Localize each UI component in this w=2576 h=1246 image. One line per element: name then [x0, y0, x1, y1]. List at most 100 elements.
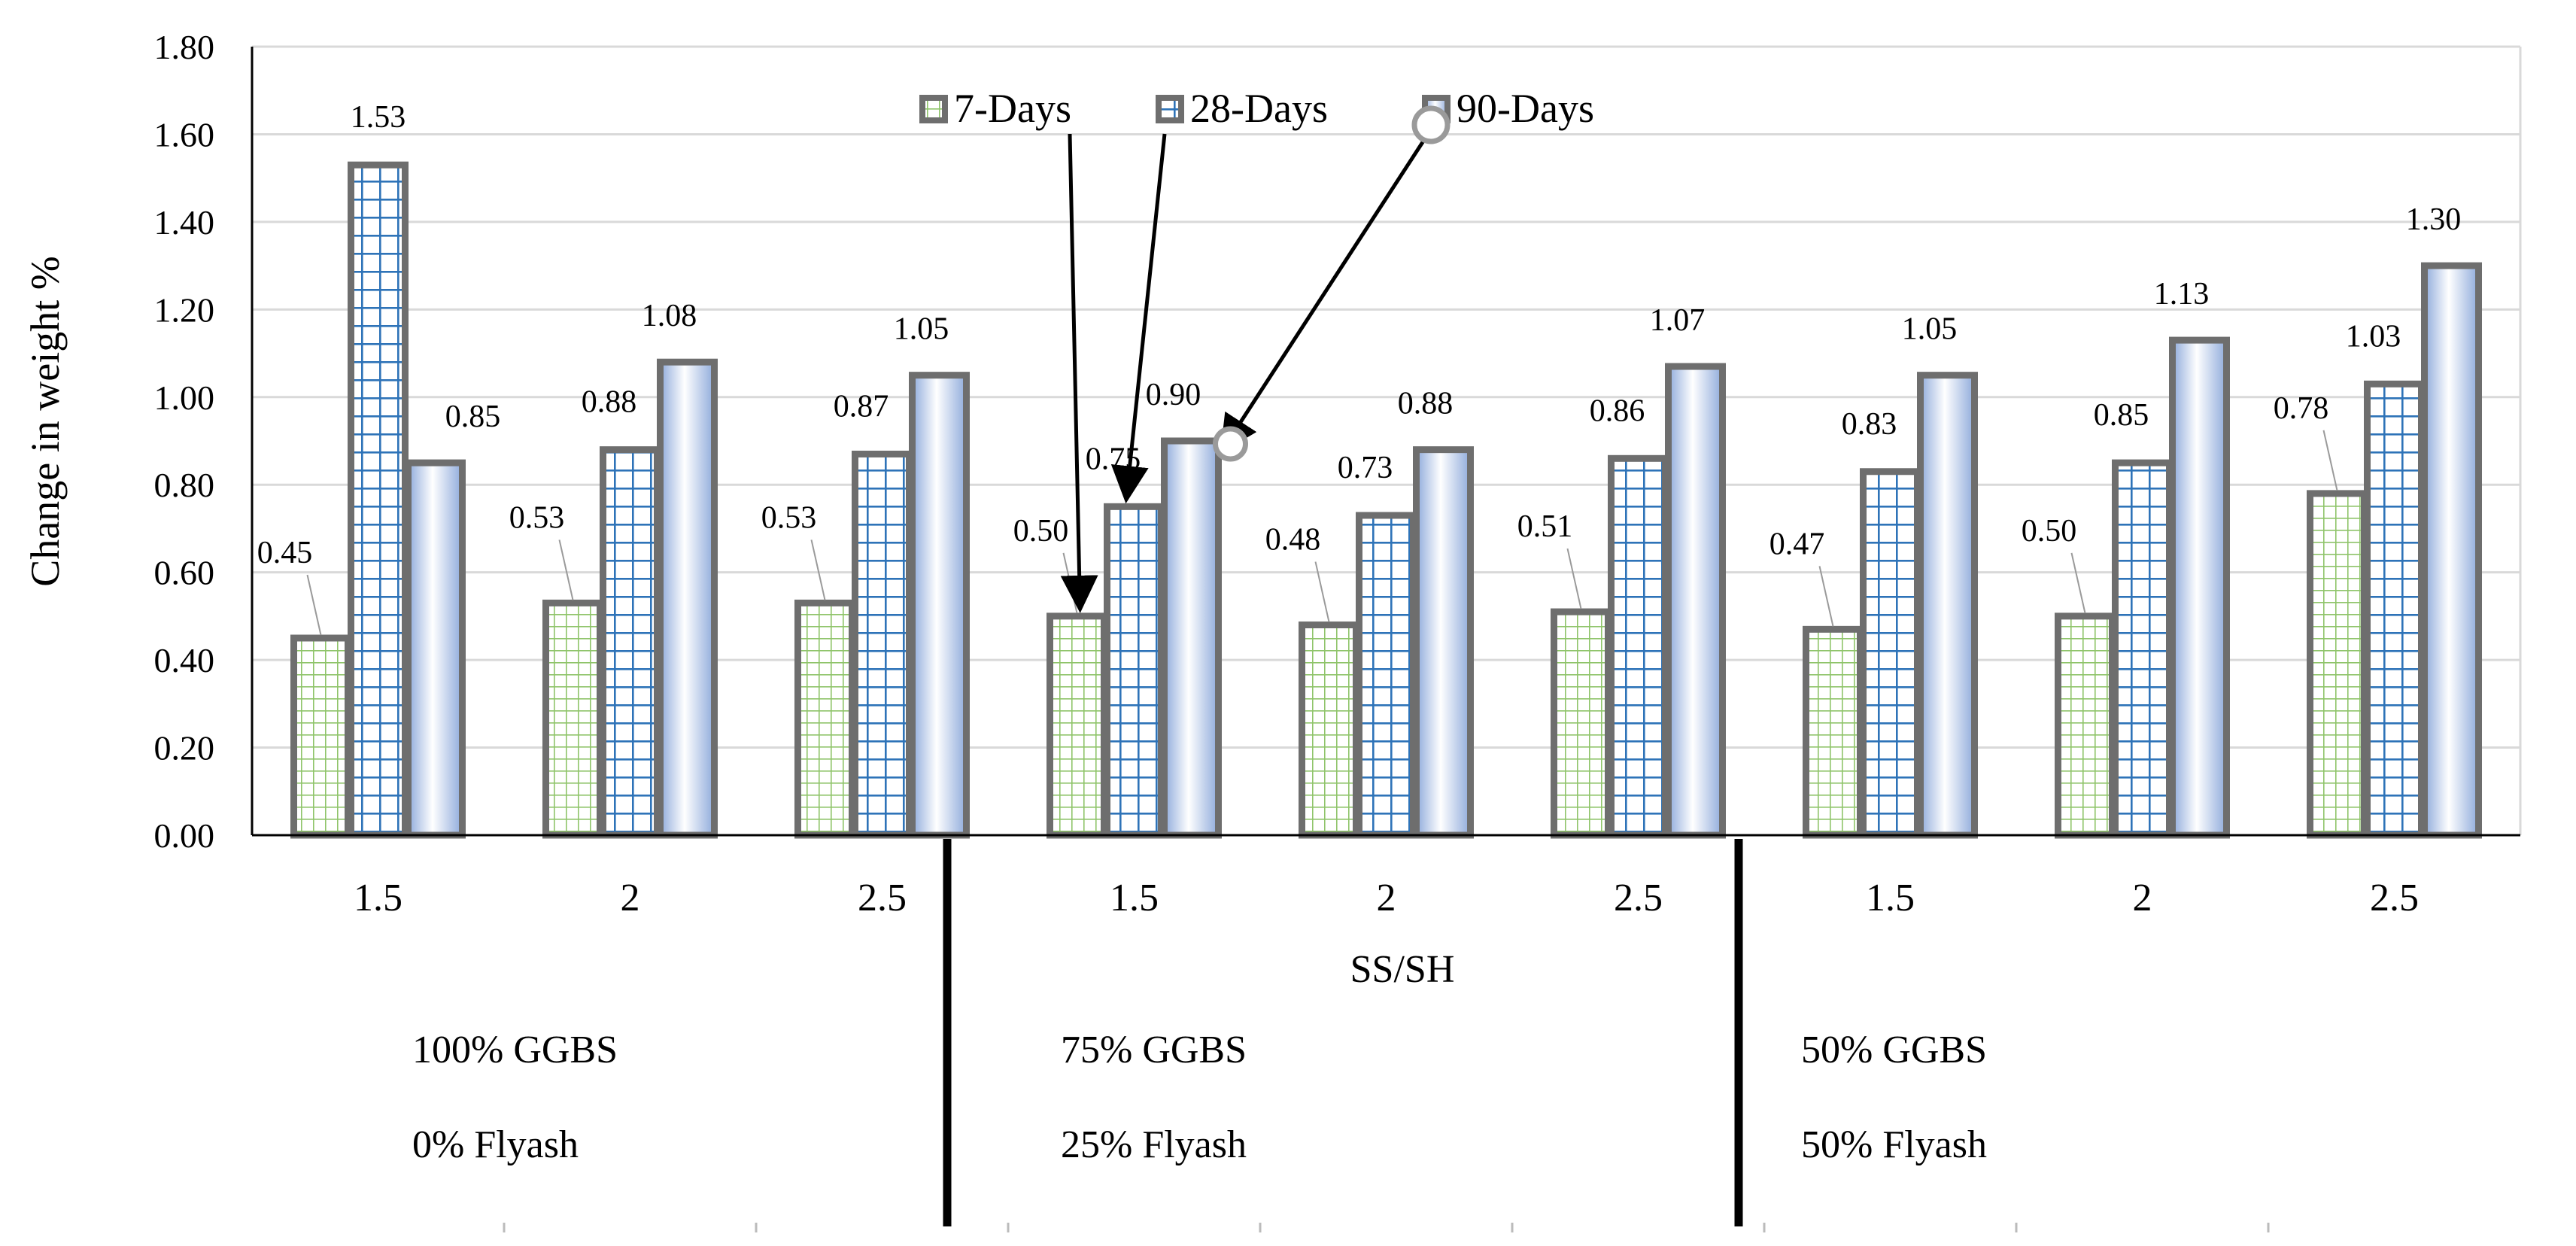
label-leader [2322, 430, 2338, 491]
y-tick-label: 0.20 [154, 729, 215, 767]
y-tick-label: 0.00 [154, 816, 215, 855]
bar-28-days [1356, 512, 1417, 839]
y-tick-label: 0.60 [154, 554, 215, 592]
group-label-line2: 0% Flyash [412, 1123, 579, 1166]
x-tick-label: 2.5 [1614, 877, 1663, 919]
data-label: 0.88 [1398, 387, 1454, 421]
group-label-line1: 50% GGBS [1801, 1029, 1987, 1071]
bar-7-days [2307, 490, 2368, 839]
axes [251, 47, 2520, 837]
legend: 7-Days 28-Days 90-Days [919, 86, 1594, 613]
data-label: 0.53 [509, 500, 565, 535]
bar-28-days [1104, 503, 1165, 839]
y-tick-label: 1.60 [154, 115, 215, 153]
bar-90-days [909, 372, 970, 839]
data-label: 1.07 [1650, 303, 1706, 338]
y-tick-label: 1.20 [154, 290, 215, 329]
data-label: 1.30 [2406, 202, 2462, 237]
data-label: 0.90 [1146, 378, 1201, 412]
data-label: 1.03 [2346, 319, 2401, 354]
bar-90-days [405, 459, 466, 839]
x-tick-label: 2 [1377, 877, 1396, 919]
y-tick-label: 0.80 [154, 466, 215, 504]
bar-90-days [2169, 336, 2230, 839]
bar-28-days [1860, 468, 1921, 839]
x-tick-label: 1.5 [1866, 877, 1915, 919]
data-label: 1.08 [642, 299, 697, 333]
data-label: 0.87 [834, 389, 889, 424]
label-leader [1062, 552, 1078, 614]
bar-28-days [2112, 459, 2173, 839]
bar-28-days [1608, 454, 1669, 839]
bars [290, 161, 2482, 839]
data-label: 0.85 [2094, 398, 2149, 433]
bar-28-days [2364, 380, 2425, 839]
data-label: 1.05 [1902, 312, 1958, 347]
bar-7-days [290, 634, 351, 839]
data-label: 1.05 [894, 312, 949, 347]
y-axis-ticks: 0.00 0.20 0.40 0.60 0.80 1.00 1.20 1.40 1.60 1.80 [154, 28, 215, 855]
y-axis-label: Change in weight % [23, 256, 68, 586]
legend-label: 90-Days [1457, 86, 1594, 131]
bar-7-days [1803, 625, 1864, 839]
bar-28-days [852, 450, 913, 839]
group-label-line2: 25% Flyash [1061, 1123, 1247, 1166]
x-tick-label: 1.5 [354, 877, 402, 919]
data-label: 0.51 [1517, 509, 1573, 544]
data-label: 1.13 [2154, 277, 2210, 312]
group-label-line1: 100% GGBS [412, 1029, 618, 1071]
x-tick-label: 2 [2133, 877, 2152, 919]
bar-90-days [1665, 363, 1726, 839]
label-leader [558, 539, 574, 600]
annotation-arrow [1110, 133, 1167, 504]
x-axis-ticks: 1.5 2 2.5 1.5 2 2.5 1.5 2 2.5 [354, 877, 2419, 1232]
bar-28-days [348, 161, 409, 839]
y-tick-label: 1.80 [154, 28, 215, 66]
group-separators [943, 839, 1743, 1226]
bar-90-days [2421, 262, 2482, 839]
label-leader [1314, 561, 1330, 622]
y-tick-label: 0.40 [154, 641, 215, 679]
label-leader [1566, 548, 1582, 609]
data-label: 0.48 [1265, 523, 1321, 558]
bar-7-days [1046, 612, 1107, 839]
data-label: 0.53 [761, 500, 817, 535]
x-tick-label: 2.5 [2370, 877, 2419, 919]
data-label: 0.73 [1338, 451, 1393, 485]
label-leader [306, 574, 322, 636]
annotation-handle [1411, 105, 1451, 144]
legend-swatch-28-days [1156, 95, 1184, 123]
bar-7-days [1551, 608, 1612, 839]
x-tick-label: 2.5 [858, 877, 907, 919]
legend-label: 28-Days [1190, 86, 1328, 131]
bar-90-days [657, 358, 718, 839]
annotation-arrow [1060, 133, 1098, 613]
bar-7-days [2055, 612, 2116, 839]
label-leader [2070, 552, 2086, 614]
bar-7-days [542, 599, 603, 839]
data-label: 0.45 [257, 536, 313, 570]
x-axis-label: SS/SH [1350, 948, 1455, 991]
y-tick-label: 1.40 [154, 203, 215, 242]
group-labels: 100% GGBS 0% Flyash 75% GGBS 25% Flyash 50% … [412, 1029, 1987, 1166]
data-label: 0.78 [2274, 391, 2329, 426]
data-label: 0.88 [582, 385, 637, 420]
group-label-line1: 75% GGBS [1061, 1029, 1247, 1071]
data-label: 0.86 [1590, 394, 1645, 428]
annotation-handle [1213, 426, 1248, 462]
label-leader [810, 539, 826, 600]
bar-90-days [1161, 437, 1222, 839]
bar-90-days [1413, 446, 1474, 839]
x-tick-label: 1.5 [1110, 877, 1159, 919]
legend-label: 7-Days [954, 86, 1071, 131]
bar-28-days [600, 446, 661, 839]
bar-90-days [1917, 372, 1978, 839]
data-label: 0.83 [1842, 407, 1897, 442]
bar-7-days [1299, 621, 1359, 839]
y-tick-label: 1.00 [154, 378, 215, 417]
data-label: 0.47 [1769, 527, 1825, 561]
data-label: 1.53 [351, 100, 406, 135]
group-label-line2: 50% Flyash [1801, 1123, 1987, 1166]
label-leader [1818, 566, 1834, 627]
